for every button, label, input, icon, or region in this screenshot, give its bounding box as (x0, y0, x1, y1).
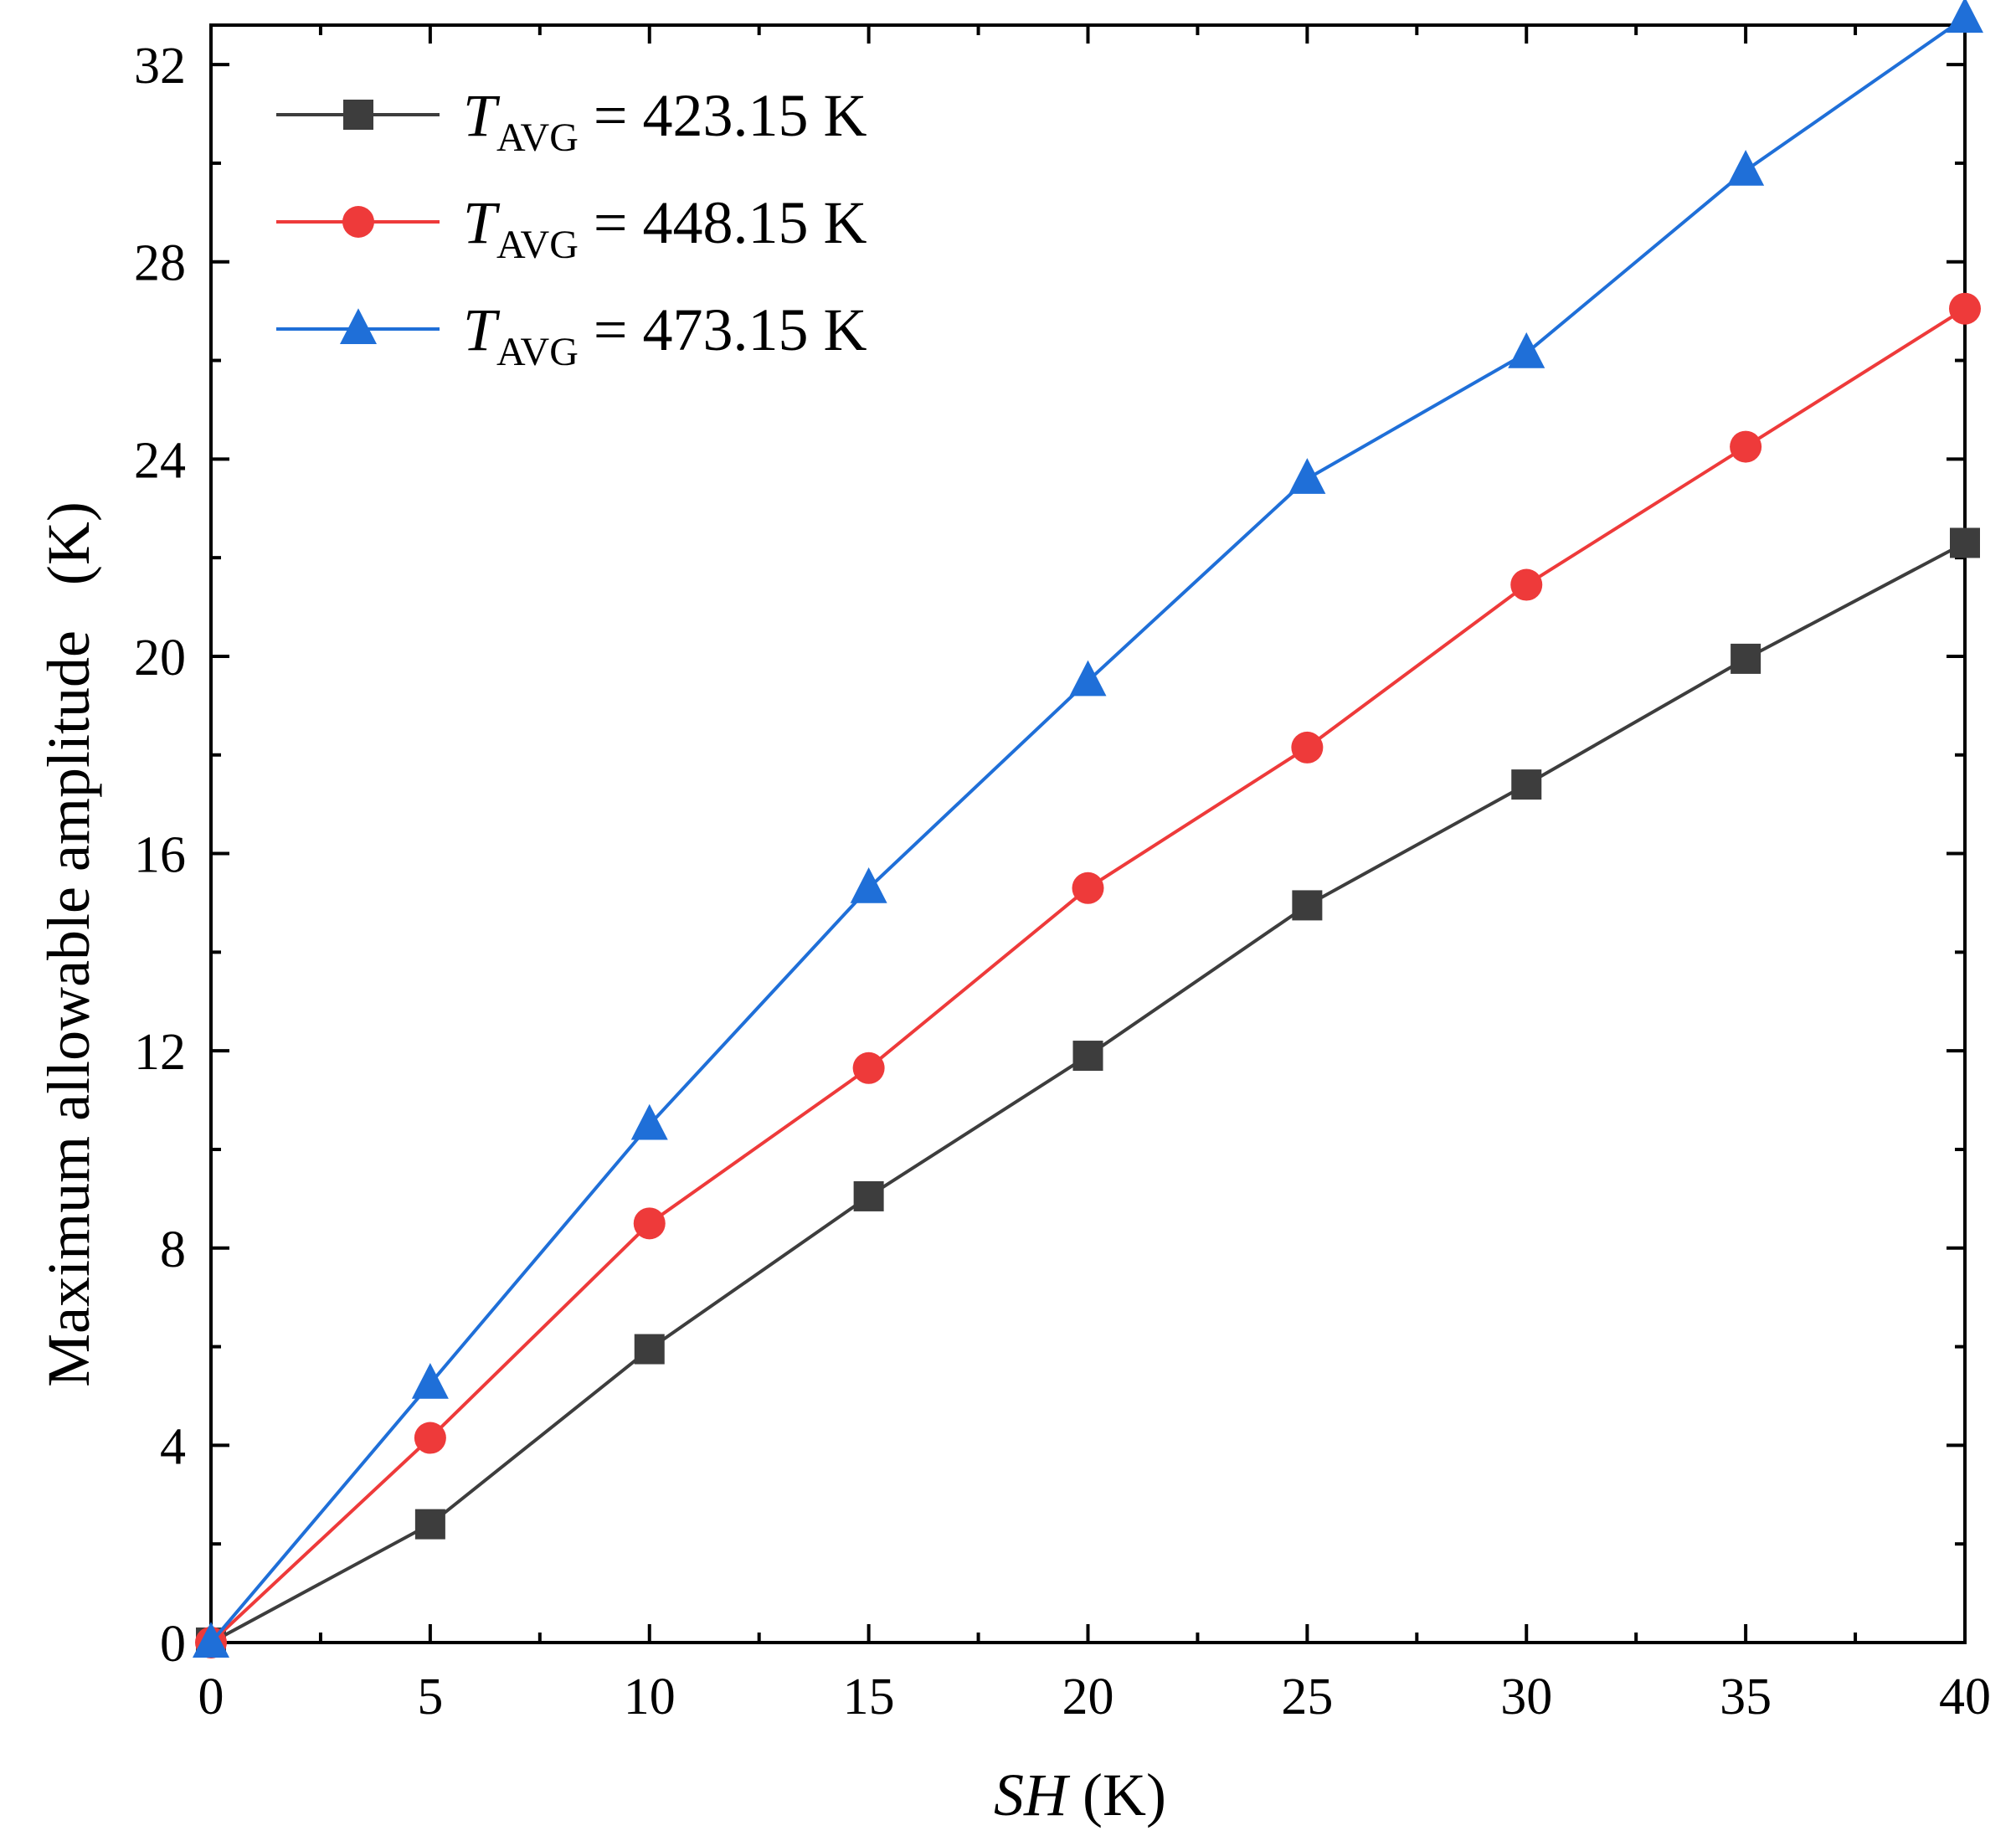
square-point (1731, 643, 1761, 674)
square-point (634, 1334, 665, 1365)
legend-label: TAVG = 448.15 K (463, 189, 867, 267)
legend-value: = 448.15 K (579, 189, 867, 256)
square-point (853, 1180, 884, 1211)
circle-point (1949, 292, 1981, 325)
series-line (210, 541, 1966, 1644)
square-point (1950, 527, 1980, 558)
square-point (1072, 1041, 1103, 1072)
circle-point (1510, 568, 1543, 601)
triangle-point (630, 1103, 668, 1140)
legend-label: TAVG = 473.15 K (463, 296, 867, 374)
y-axis-title: Maximum allowable amplitude (K) (35, 501, 102, 1387)
x-tick-label: 20 (1062, 1669, 1114, 1725)
y-tick-label: 24 (134, 432, 186, 489)
axis-ticks: 0 5 10 15 20 25 30 35 40 0 4 8 12 16 20 24 28 32 (134, 25, 1991, 1725)
y-tick-label: 12 (134, 1024, 186, 1081)
x-tick-label: 0 (198, 1669, 224, 1725)
legend-subscript: AVG (496, 330, 579, 374)
square-point (1511, 769, 1542, 800)
series-line (209, 306, 1967, 1644)
legend-item-1: TAVG = 423.15 K (276, 82, 867, 160)
series-line (209, 16, 1967, 1644)
x-tick-label: 25 (1281, 1669, 1333, 1725)
legend-square-marker (343, 100, 373, 130)
series-3 (193, 0, 1983, 1658)
triangle-point (1508, 332, 1545, 368)
legend-circle-marker (342, 206, 374, 238)
y-tick-label: 32 (134, 38, 186, 95)
triangle-point (193, 1622, 229, 1658)
series-group (193, 0, 1983, 1658)
circle-point (633, 1207, 666, 1240)
legend-subscript: AVG (496, 116, 579, 160)
legend-symbol: T (463, 296, 501, 363)
legend-symbol: T (463, 82, 501, 149)
legend-value: = 423.15 K (579, 82, 867, 149)
x-tick-label: 15 (843, 1669, 895, 1725)
x-axis-title-italic: SH (994, 1761, 1071, 1828)
y-tick-label: 16 (134, 827, 186, 884)
y-tick-label: 8 (160, 1221, 186, 1278)
circle-point (852, 1052, 885, 1084)
legend-subscript: AVG (496, 223, 579, 267)
plot-frame (209, 23, 1967, 1644)
x-axis-title: SH (K) (994, 1761, 1166, 1828)
x-tick-label: 10 (624, 1669, 676, 1725)
y-tick-label: 20 (134, 630, 186, 686)
legend-value: = 473.15 K (579, 296, 867, 363)
series-1 (196, 527, 1980, 1658)
x-axis-title-unit: (K) (1067, 1761, 1166, 1828)
triangle-point (850, 866, 887, 903)
x-tick-label: 5 (417, 1669, 443, 1725)
x-tick-label: 35 (1720, 1669, 1772, 1725)
y-tick-label: 0 (160, 1616, 186, 1673)
triangle-point (1947, 0, 1983, 33)
circle-point (414, 1422, 446, 1454)
square-point (414, 1509, 445, 1540)
circle-point (1730, 430, 1762, 463)
square-point (1292, 890, 1323, 921)
legend-symbol: T (463, 189, 501, 256)
circle-point (1072, 872, 1104, 904)
triangle-point (1069, 660, 1107, 697)
circle-point (1291, 731, 1324, 764)
x-tick-label: 30 (1500, 1669, 1552, 1725)
legend-triangle-marker (340, 308, 377, 344)
legend-label: TAVG = 423.15 K (463, 82, 867, 160)
series-2 (195, 292, 1981, 1658)
y-tick-label: 4 (160, 1418, 186, 1475)
y-tick-label: 28 (134, 235, 186, 292)
x-tick-label: 40 (1939, 1669, 1991, 1725)
triangle-point (1288, 458, 1326, 494)
triangle-point (1727, 149, 1765, 186)
legend-item-3: TAVG = 473.15 K (276, 296, 867, 374)
triangle-point (411, 1362, 449, 1399)
legend-item-2: TAVG = 448.15 K (276, 189, 867, 267)
